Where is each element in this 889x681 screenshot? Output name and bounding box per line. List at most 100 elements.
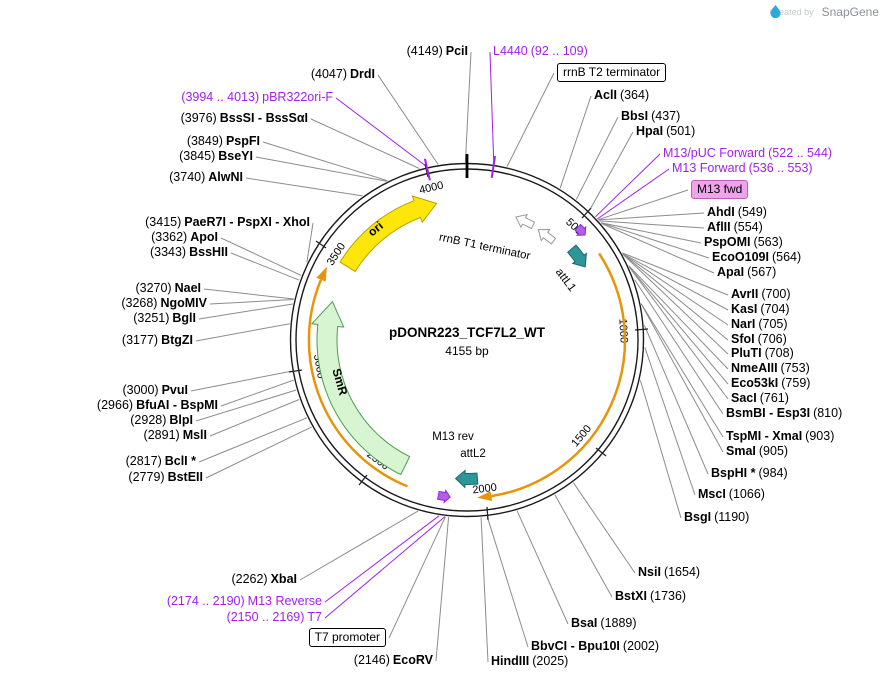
site-position: M13 Forward xyxy=(672,161,746,175)
label-2262-xbai[interactable]: (2262) XbaI xyxy=(231,571,297,588)
enzyme-name: BstEII xyxy=(167,470,203,484)
label-2817-bcli[interactable]: (2817) BclI * xyxy=(126,453,196,470)
label-4047-drdi[interactable]: (4047) DrdI xyxy=(311,66,375,83)
attl2-site[interactable] xyxy=(454,469,479,489)
label-ahdi-549[interactable]: AhdI (549) xyxy=(707,204,767,221)
label-acli-364[interactable]: AclI (364) xyxy=(594,87,649,104)
enzyme-name: BtgZI xyxy=(161,333,193,347)
enzyme-name: ApaI xyxy=(717,265,745,279)
label-3415-paer7i-pspxi-xhoi[interactable]: (3415) PaeR7I - PspXI - XhoI xyxy=(145,214,310,231)
label-nmeaiii-753[interactable]: NmeAIII (753) xyxy=(731,360,810,377)
label-bsmbi-esp3i-810[interactable]: BsmBI - Esp3I (810) xyxy=(726,405,842,422)
leader-line xyxy=(190,370,292,392)
enzyme-name: BssHII xyxy=(189,245,228,259)
label-3845-bseyi[interactable]: (3845) BseYI xyxy=(179,148,253,165)
label-bsphi-984[interactable]: BspHI * (984) xyxy=(711,465,788,482)
label-3268-ngomiv[interactable]: (3268) NgoMIV xyxy=(121,295,207,312)
site-position: (700) xyxy=(761,287,791,301)
leader-line xyxy=(245,177,363,197)
terminator-arrow-2 xyxy=(537,229,557,245)
leader-line xyxy=(388,516,446,639)
leader-line xyxy=(600,222,702,244)
label-2891-msli[interactable]: (2891) MslI xyxy=(144,427,207,444)
label-3343-bsshii[interactable]: (3343) BssHII xyxy=(150,244,228,261)
label-2966-bfuai-bspmi[interactable]: (2966) BfuAI - BspMI xyxy=(97,397,218,414)
leader-line xyxy=(595,153,661,218)
label-2150-2169-t7[interactable]: (2150 .. 2169) T7 xyxy=(227,609,322,626)
label-3849-pspfi[interactable]: (3849) PspFI xyxy=(187,133,260,150)
leader-line xyxy=(262,141,388,182)
site-position: (3270) xyxy=(135,281,172,295)
insert-arc-left[interactable] xyxy=(307,279,408,488)
label-sfoi-706[interactable]: SfoI (706) xyxy=(731,331,787,348)
label-kasi-704[interactable]: KasI (704) xyxy=(731,301,790,318)
leader-line xyxy=(198,417,308,463)
label-2928-blpi[interactable]: (2928) BlpI xyxy=(130,412,193,429)
ori[interactable] xyxy=(339,195,438,273)
label-pspomi-563[interactable]: PspOMI (563) xyxy=(704,234,783,251)
site-position: (984) xyxy=(758,466,788,480)
label-bsgi-1190[interactable]: BsgI (1190) xyxy=(684,509,749,526)
label-2174-2190-m13-reverse[interactable]: (2174 .. 2190) M13 Reverse xyxy=(167,593,322,610)
label-avrii-700[interactable]: AvrII (700) xyxy=(731,286,791,303)
plasmid-title: pDONR223_TCF7L2_WT xyxy=(389,325,546,340)
label-3362-apoi[interactable]: (3362) ApoI xyxy=(151,229,218,246)
enzyme-name: BsgI xyxy=(684,510,712,524)
label-rrnb-t2-terminator[interactable]: rrnB T2 terminator xyxy=(557,63,667,82)
site-position: (2966) xyxy=(96,398,134,412)
label-3740-alwni[interactable]: (3740) AlwNI xyxy=(169,169,243,186)
label-bbsi-437[interactable]: BbsI (437) xyxy=(621,108,680,125)
enzyme-name: BssSI - BssSαI xyxy=(219,111,308,125)
label-l4440-92-109[interactable]: L4440 (92 .. 109) xyxy=(493,43,588,60)
label-t7-promoter[interactable]: T7 promoter xyxy=(308,628,386,647)
label-msci-1066[interactable]: MscI (1066) xyxy=(698,486,765,503)
label-2146-ecorv[interactable]: (2146) EcoRV xyxy=(354,652,433,669)
site-position: (704) xyxy=(760,302,790,316)
label-bsai-1889[interactable]: BsaI (1889) xyxy=(571,615,637,632)
label-ecoo109i-564[interactable]: EcoO109I (564) xyxy=(712,249,801,266)
label-m13-puc-forward-522-544[interactable]: M13/pUC Forward (522 .. 544) xyxy=(663,145,832,162)
label-3251-bgli[interactable]: (3251) BglI xyxy=(133,310,196,327)
leader-line xyxy=(622,253,729,311)
smr[interactable] xyxy=(310,300,411,476)
label-2779-bsteii[interactable]: (2779) BstEII xyxy=(128,469,203,486)
label-m13-forward-536-553[interactable]: M13 Forward (536 .. 553) xyxy=(672,160,813,177)
leader-line xyxy=(644,347,696,496)
label-eco53ki-759[interactable]: Eco53kI (759) xyxy=(731,375,810,392)
enzyme-name: ApoI xyxy=(190,230,218,244)
label-pluti-708[interactable]: PluTI (708) xyxy=(731,345,794,362)
label-bstxi-1736[interactable]: BstXI (1736) xyxy=(615,588,686,605)
label-3976-bsssi-bsss-i[interactable]: (3976) BssSI - BssSαI xyxy=(181,110,308,127)
label-tspmi-xmai-903[interactable]: TspMI - XmaI (903) xyxy=(726,428,834,445)
label-hpai-501[interactable]: HpaI (501) xyxy=(636,123,695,140)
label-3177-btgzi[interactable]: (3177) BtgZI xyxy=(122,332,193,349)
label-m13-fwd[interactable]: M13 fwd xyxy=(691,180,749,199)
attl1-site[interactable] xyxy=(566,244,587,268)
site-position: (2150 .. 2169) xyxy=(226,610,305,624)
label-3000-pvui[interactable]: (3000) PvuI xyxy=(122,382,188,399)
site-position: (2891) xyxy=(143,428,180,442)
label-apai-567[interactable]: ApaI (567) xyxy=(717,264,776,281)
label-3994-4013-pbr322ori-f[interactable]: (3994 .. 4013) pBR322ori-F xyxy=(181,89,333,106)
label-nari-705[interactable]: NarI (705) xyxy=(731,316,788,333)
label-aflii-554[interactable]: AflII (554) xyxy=(707,219,763,236)
label-saci-761[interactable]: SacI (761) xyxy=(731,390,789,407)
label-smai-905[interactable]: SmaI (905) xyxy=(726,443,788,460)
watermark-brand: SnapGene xyxy=(821,5,879,19)
label-3270-naei[interactable]: (3270) NaeI xyxy=(135,280,201,297)
label-bbvci-bpu10i-2002[interactable]: BbvCI - Bpu10I (2002) xyxy=(531,638,659,655)
label-4149-pcii[interactable]: (4149) PciI xyxy=(407,43,468,60)
leader-line xyxy=(597,168,670,220)
m13-fwd-primer[interactable] xyxy=(574,223,587,236)
label-hindiii-2025[interactable]: HindIII (2025) xyxy=(491,653,568,670)
m13-rev-primer[interactable] xyxy=(437,489,451,504)
enzyme-name: BsmBI - Esp3I xyxy=(726,406,811,420)
enzyme-name: SmaI xyxy=(726,444,756,458)
enzyme-name: PvuI xyxy=(161,383,188,397)
site-position: (3415) xyxy=(145,215,182,229)
leader-line xyxy=(598,189,689,221)
enzyme-name: NmeAIII xyxy=(731,361,778,375)
insert-arc-right[interactable] xyxy=(491,252,627,498)
label-nsii-1654[interactable]: NsiI (1654) xyxy=(638,564,700,581)
